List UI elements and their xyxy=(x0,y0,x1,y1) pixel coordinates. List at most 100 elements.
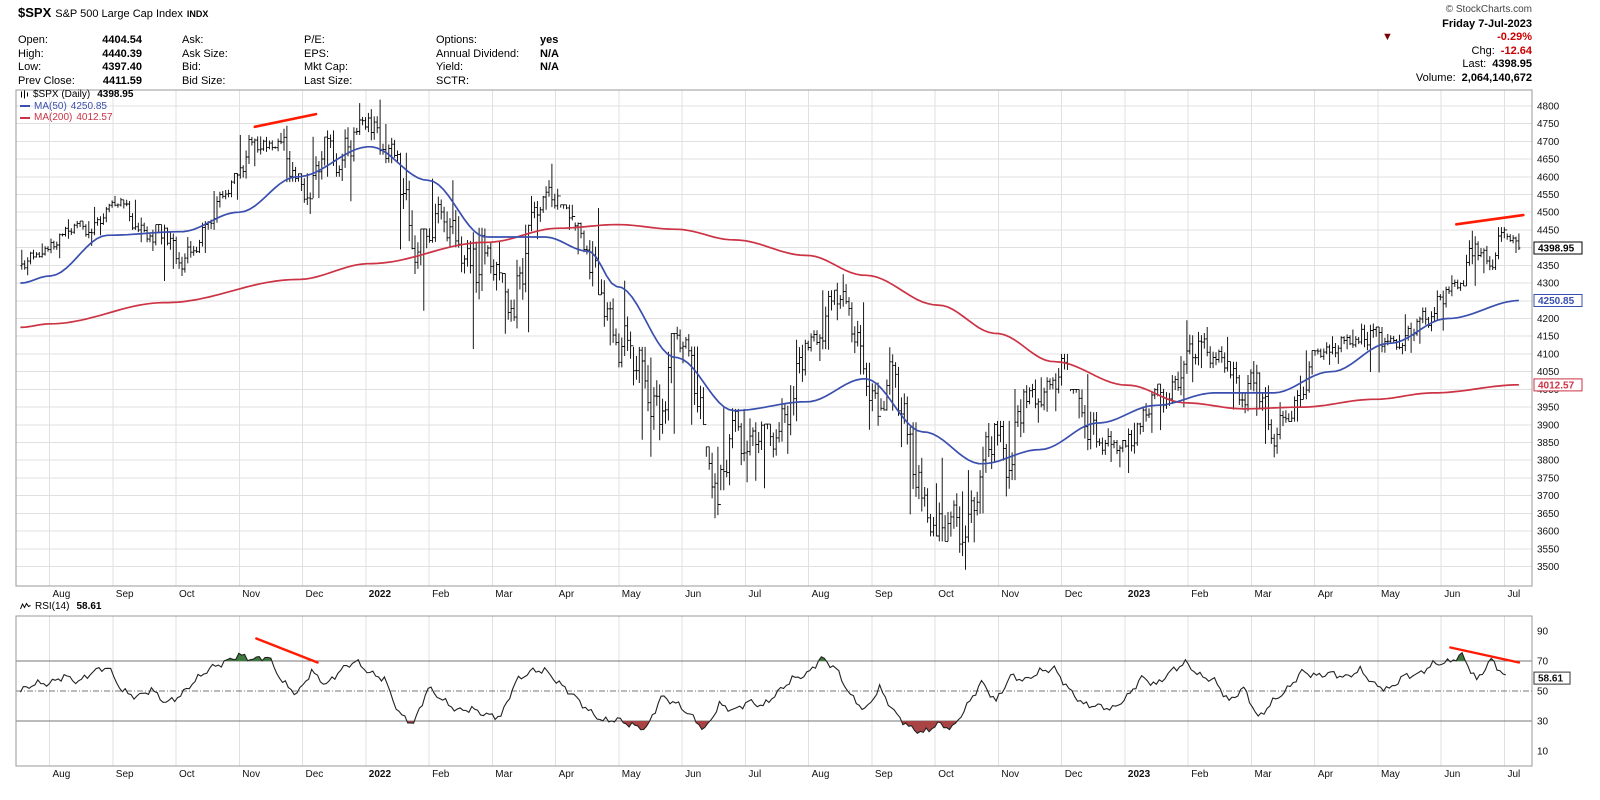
volume-value: 2,064,140,672 xyxy=(1461,71,1532,84)
svg-text:Mar: Mar xyxy=(495,589,513,600)
lastsize-label: Last Size: xyxy=(304,74,353,87)
svg-text:3850: 3850 xyxy=(1537,438,1560,449)
svg-text:50: 50 xyxy=(1537,687,1549,698)
quote-col-ohlc: Open: 4404.54 High: 4440.39 Low: 4397.40 Pr… xyxy=(18,34,142,88)
chg-label: Chg: xyxy=(1471,44,1495,57)
svg-text:4050: 4050 xyxy=(1537,367,1560,378)
high-value: 4440.39 xyxy=(102,47,142,60)
svg-text:Nov: Nov xyxy=(242,769,260,780)
main-gridlines xyxy=(16,90,1532,586)
svg-text:3700: 3700 xyxy=(1537,491,1560,502)
svg-text:Jun: Jun xyxy=(685,589,701,600)
low-value: 4397.40 xyxy=(102,61,142,73)
svg-text:Jun: Jun xyxy=(685,769,701,780)
bid-label: Bid: xyxy=(182,61,201,73)
svg-text:May: May xyxy=(622,589,641,600)
ma200-line xyxy=(20,223,1519,410)
eps-label: EPS: xyxy=(304,47,330,60)
svg-text:2023: 2023 xyxy=(1128,589,1151,600)
svg-text:3750: 3750 xyxy=(1537,473,1560,484)
svg-text:Feb: Feb xyxy=(1191,769,1209,780)
ohlc-bars xyxy=(20,99,1521,570)
svg-text:Oct: Oct xyxy=(938,769,954,780)
svg-text:3900: 3900 xyxy=(1537,420,1560,431)
price-tags: 4398.95 4250.85 4012.57 xyxy=(1533,241,1583,392)
symbol: $SPX xyxy=(18,5,52,20)
change-percent: -0.29% xyxy=(1497,31,1532,43)
svg-text:Jun: Jun xyxy=(1444,769,1460,780)
svg-text:4100: 4100 xyxy=(1537,349,1560,360)
svg-text:Dec: Dec xyxy=(1065,589,1083,600)
rsi-overbought-fill xyxy=(224,652,1494,661)
svg-text:Dec: Dec xyxy=(1065,769,1083,780)
svg-text:70: 70 xyxy=(1537,657,1549,668)
svg-text:4350: 4350 xyxy=(1537,261,1560,272)
svg-text:4550: 4550 xyxy=(1537,190,1560,201)
price-chart-svg[interactable]: 3500 3550 3600 3650 3700 3750 3800 3850 3900 3950… xyxy=(0,86,1600,602)
svg-text:Apr: Apr xyxy=(559,589,575,600)
ask-value xyxy=(246,34,264,48)
rsi-trendline xyxy=(1449,646,1521,664)
pe-label: P/E: xyxy=(304,34,325,46)
index-name: S&P 500 Large Cap Index xyxy=(55,8,183,20)
svg-text:Apr: Apr xyxy=(559,769,575,780)
svg-text:4600: 4600 xyxy=(1537,172,1560,183)
quote-col-options: Options: yes Annual Dividend: N/A Yield: N/… xyxy=(436,34,580,88)
svg-text:4500: 4500 xyxy=(1537,208,1560,219)
chg-value: -12.64 xyxy=(1500,44,1532,57)
quote-date: Friday 7-Jul-2023 xyxy=(1442,18,1532,30)
svg-text:May: May xyxy=(1381,589,1400,600)
svg-text:2023: 2023 xyxy=(1128,769,1151,780)
volume-label: Volume: xyxy=(1415,71,1456,84)
open-label: Open: xyxy=(18,34,48,46)
quote-grid: Open: 4404.54 High: 4440.39 Low: 4397.40 Pr… xyxy=(18,34,580,88)
svg-text:10: 10 xyxy=(1537,747,1549,758)
svg-text:Sep: Sep xyxy=(116,589,134,600)
svg-text:4450: 4450 xyxy=(1537,225,1560,236)
change-block: ▼ -0.29% Chg: -12.64 Last: 4398.95 Volum… xyxy=(1382,31,1532,85)
open-value: 4404.54 xyxy=(102,34,142,46)
ask-label: Ask: xyxy=(182,34,204,46)
high-label: High: xyxy=(18,47,44,60)
svg-text:Dec: Dec xyxy=(306,589,324,600)
svg-text:4800: 4800 xyxy=(1537,101,1560,112)
rsi-value-tag-box xyxy=(1533,671,1571,685)
sctr-label: SCTR: xyxy=(436,74,469,87)
price-trendline xyxy=(253,112,318,129)
svg-text:3950: 3950 xyxy=(1537,403,1560,414)
chart-title: $SPX S&P 500 Large Cap Index INDX xyxy=(18,4,208,22)
rsi-line xyxy=(19,651,1506,735)
mktcap-label: Mkt Cap: xyxy=(304,61,349,73)
svg-text:3800: 3800 xyxy=(1537,456,1560,467)
rsi-oversold-fill xyxy=(406,721,958,734)
svg-text:Mar: Mar xyxy=(1255,769,1273,780)
copyright-link[interactable]: © StockCharts.com xyxy=(1445,4,1532,15)
svg-text:Jul: Jul xyxy=(1508,769,1521,780)
quote-col-fundamentals: P/E: EPS: Mkt Cap: Last Size: xyxy=(304,34,396,88)
svg-text:4012.57: 4012.57 xyxy=(1538,380,1575,391)
mktcap-value xyxy=(370,61,396,75)
svg-text:Nov: Nov xyxy=(1001,769,1019,780)
svg-text:Oct: Oct xyxy=(179,769,195,780)
svg-text:Jun: Jun xyxy=(1444,589,1460,600)
svg-text:Aug: Aug xyxy=(812,589,830,600)
svg-text:4398.95: 4398.95 xyxy=(1538,244,1575,255)
svg-text:Jul: Jul xyxy=(748,589,761,600)
svg-text:Jul: Jul xyxy=(1508,589,1521,600)
svg-text:Dec: Dec xyxy=(306,769,324,780)
svg-text:Aug: Aug xyxy=(53,769,71,780)
rsi-value-tag: 58.61 xyxy=(1538,674,1563,685)
svg-text:Sep: Sep xyxy=(116,769,134,780)
svg-text:Feb: Feb xyxy=(432,769,450,780)
bid-size-label: Bid Size: xyxy=(182,74,226,87)
month-axis-labels: Aug Sep Oct Nov Dec 2022 Feb Mar Apr May Jun Jul Aug… xyxy=(53,589,1521,600)
svg-text:May: May xyxy=(1381,769,1400,780)
down-arrow-icon: ▼ xyxy=(1382,31,1393,44)
rsi-chart-svg[interactable]: 90 70 50 30 10 Aug Sep Oct Nov Dec 2022 Feb Mar Apr Ma… xyxy=(0,602,1600,800)
svg-text:Oct: Oct xyxy=(179,589,195,600)
pe-value xyxy=(370,34,396,48)
svg-text:2022: 2022 xyxy=(369,769,392,780)
svg-text:4200: 4200 xyxy=(1537,314,1560,325)
dividend-value: N/A xyxy=(540,47,559,60)
svg-text:Mar: Mar xyxy=(1255,589,1273,600)
